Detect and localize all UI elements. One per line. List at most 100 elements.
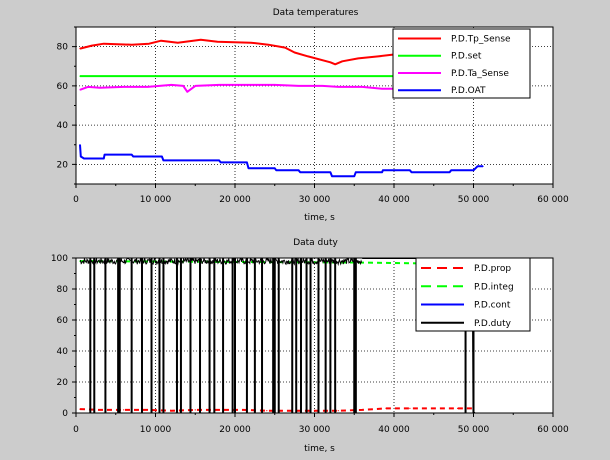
series-p-d-ta-sense-point [242, 84, 244, 86]
chart-title: Data temperatures [273, 8, 359, 18]
series-p-d-ta-sense-point [146, 86, 149, 88]
series-p-d-prop-point [123, 409, 125, 411]
series-p-d-oat-point [410, 171, 413, 173]
series-p-d-oat-point [83, 157, 85, 160]
series-p-d-ta-sense-point [99, 87, 101, 89]
legend-label: P.D.OAT [451, 86, 486, 96]
x-tick-label: 30 000 [299, 195, 331, 205]
series-p-d-oat-point [298, 169, 300, 171]
series-p-d-oat-point [382, 169, 384, 171]
series-p-d-ta-sense-point [182, 85, 184, 87]
series-p-d-prop-point [290, 410, 292, 412]
series-p-d-ta-sense-point [218, 84, 220, 86]
x-axis-label: time, s [304, 444, 335, 454]
series-p-d-oat-point [131, 153, 133, 156]
legend-label: P.D.prop [474, 264, 511, 274]
series-p-d-oat-point [329, 171, 331, 173]
series-p-d-oat-point [409, 169, 411, 171]
series-p-d-tp-sense-point [91, 45, 93, 47]
legend-label: P.D.Tp_Sense [451, 34, 511, 44]
y-tick-label: 80 [57, 43, 69, 53]
series-p-d-oat-line [79, 144, 483, 178]
series-p-d-oat-point [218, 159, 220, 162]
series-p-d-tp-sense-point [334, 63, 336, 65]
series-p-d-duty-tail [362, 258, 476, 413]
series-p-d-prop-point [409, 407, 411, 409]
series-p-d-prop-point [99, 409, 101, 411]
series-p-d-oat-point [220, 161, 222, 164]
series-p-d-tp-sense-point [103, 43, 105, 45]
chart-title: Data duty [293, 238, 338, 248]
series-p-d-oat-point [161, 155, 163, 158]
y-tick-label: 60 [57, 82, 69, 92]
series-p-d-tp-sense-point [284, 47, 286, 49]
legend-label: P.D.set [451, 52, 482, 62]
series-p-d-prop-point [194, 409, 196, 411]
series-p-d-oat-point [162, 159, 165, 162]
chart-1: Data duty 0 10 000 20 000 30 000 40 000 50 000… [51, 238, 569, 454]
x-tick-label: 10 000 [140, 195, 172, 205]
series-p-d-oat-point [331, 175, 333, 177]
y-tick-label: 40 [57, 121, 69, 131]
series-p-d-oat-point [449, 171, 451, 173]
series-group [79, 258, 479, 413]
series-p-d-prop-point [170, 410, 172, 412]
series-p-d-tp-sense-point [216, 41, 219, 43]
series-p-d-oat-point [450, 169, 452, 171]
series-p-d-ta-sense-point [170, 84, 172, 86]
series-p-d-tp-sense-point [131, 44, 133, 46]
series-p-d-oat-point [299, 171, 301, 173]
series-p-d-ta-sense-point [79, 89, 81, 91]
series-p-d-tp-sense-point [148, 43, 150, 45]
series-p-d-prop-point [457, 407, 459, 409]
y-tick-label: 100 [51, 254, 68, 264]
series-p-d-ta-sense-point [361, 86, 363, 88]
x-tick-label: 50 000 [458, 195, 490, 205]
y-tick-label: 80 [57, 285, 69, 295]
chart-0: Data temperatures 0 10 000 20 000 30 000 40 0… [57, 8, 569, 223]
series-p-d-duty-band [79, 258, 363, 267]
legend-label: P.D.cont [474, 301, 511, 311]
x-tick-label: 0 [73, 195, 79, 205]
x-tick-label: 20 000 [219, 195, 251, 205]
series-p-d-tp-sense-point [177, 42, 179, 44]
series-p-d-tp-sense-point [341, 60, 343, 62]
series-p-d-prop-point [361, 409, 363, 411]
series-p-d-prop-point [337, 410, 339, 412]
series-p-d-oat-point [381, 171, 383, 173]
series-p-d-oat-point [274, 167, 276, 169]
x-tick-label: 60 000 [537, 195, 569, 205]
series-p-d-oat-point [79, 144, 81, 146]
x-tick-label: 10 000 [140, 425, 172, 435]
series-p-d-ta-sense-point [298, 85, 300, 87]
series-p-d-prop-point [433, 407, 435, 409]
series-p-d-tp-sense-point [307, 55, 309, 58]
legend-label: P.D.Ta_Sense [451, 69, 509, 79]
series-p-d-tp-sense-point [357, 57, 359, 60]
x-tick-label: 40 000 [378, 425, 410, 435]
series-p-d-oat-point [482, 165, 484, 167]
series-p-d-tp-sense-point [267, 44, 269, 46]
series-p-d-oat-point [103, 157, 105, 160]
x-tick-label: 40 000 [378, 195, 410, 205]
series-p-d-prop-point [313, 410, 316, 412]
series-p-d-oat-point [80, 155, 82, 158]
series-p-d-set-point [79, 75, 81, 77]
series-p-d-ta-sense-point [87, 86, 89, 88]
y-tick-label: 0 [62, 409, 68, 419]
series-p-d-oat-point [476, 165, 479, 167]
series-p-d-ta-sense-point [274, 84, 276, 86]
series-p-d-ta-sense-point [321, 85, 324, 87]
series-p-d-oat-point [104, 153, 106, 156]
series-p-d-tp-sense-point [200, 39, 202, 41]
series-p-d-oat-point [275, 169, 277, 171]
y-tick-label: 60 [57, 316, 69, 326]
series-p-d-prop-point [146, 409, 149, 411]
series-p-d-tp-sense-point [160, 40, 162, 42]
x-tick-label: 0 [73, 425, 79, 435]
series-p-d-oat-point [472, 169, 475, 171]
series-p-d-ta-sense-point [186, 91, 188, 93]
x-tick-label: 20 000 [219, 425, 251, 435]
legend-box [392, 28, 531, 99]
